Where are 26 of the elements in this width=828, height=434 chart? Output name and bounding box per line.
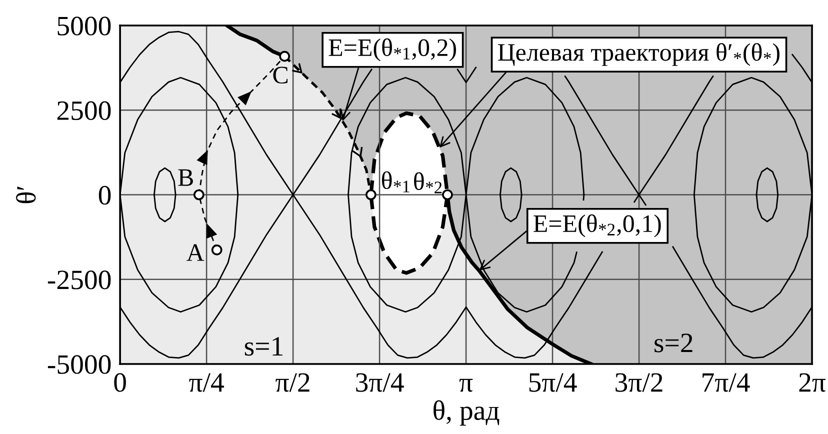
x-tick-label: 3π/2: [616, 373, 662, 392]
annotation: E=E(θ$_{*1}$,0,2): [328, 38, 456, 62]
annotation: Целевая траектория θ′$_{*}$(θ$_{*}$): [498, 43, 780, 66]
annotation: θ$_{*1}$: [382, 171, 410, 192]
x-tick-label: 7π/4: [702, 373, 750, 392]
annotation: B: [178, 169, 193, 186]
x-tick-label: 0: [114, 373, 126, 392]
y-tick-label: 2500: [57, 101, 111, 120]
x-tick-label: 2π: [799, 373, 826, 392]
x-tick-label: 5π/4: [529, 373, 577, 392]
annotation: θ$_{*2}$: [414, 172, 442, 194]
x-axis-title: θ, рад: [434, 400, 500, 426]
x-tick-label: π/2: [276, 373, 310, 392]
x-tick-label: π/4: [189, 373, 224, 392]
y-tick-label: -5000: [48, 355, 111, 374]
annotation: E=E(θ$_{*2}$,0,1): [534, 214, 661, 238]
annotation: s=1: [244, 337, 283, 356]
annotation: A: [186, 244, 204, 261]
annotation: s=2: [654, 334, 692, 352]
x-tick-label: π: [459, 378, 473, 392]
y-axis-title: θ′: [16, 186, 36, 204]
y-tick-label: 5000: [58, 16, 111, 36]
y-tick-label: -2500: [48, 270, 111, 290]
x-tick-label: 3π/4: [356, 373, 404, 392]
annotation: C: [273, 66, 288, 84]
y-tick-label: 0: [98, 186, 111, 205]
